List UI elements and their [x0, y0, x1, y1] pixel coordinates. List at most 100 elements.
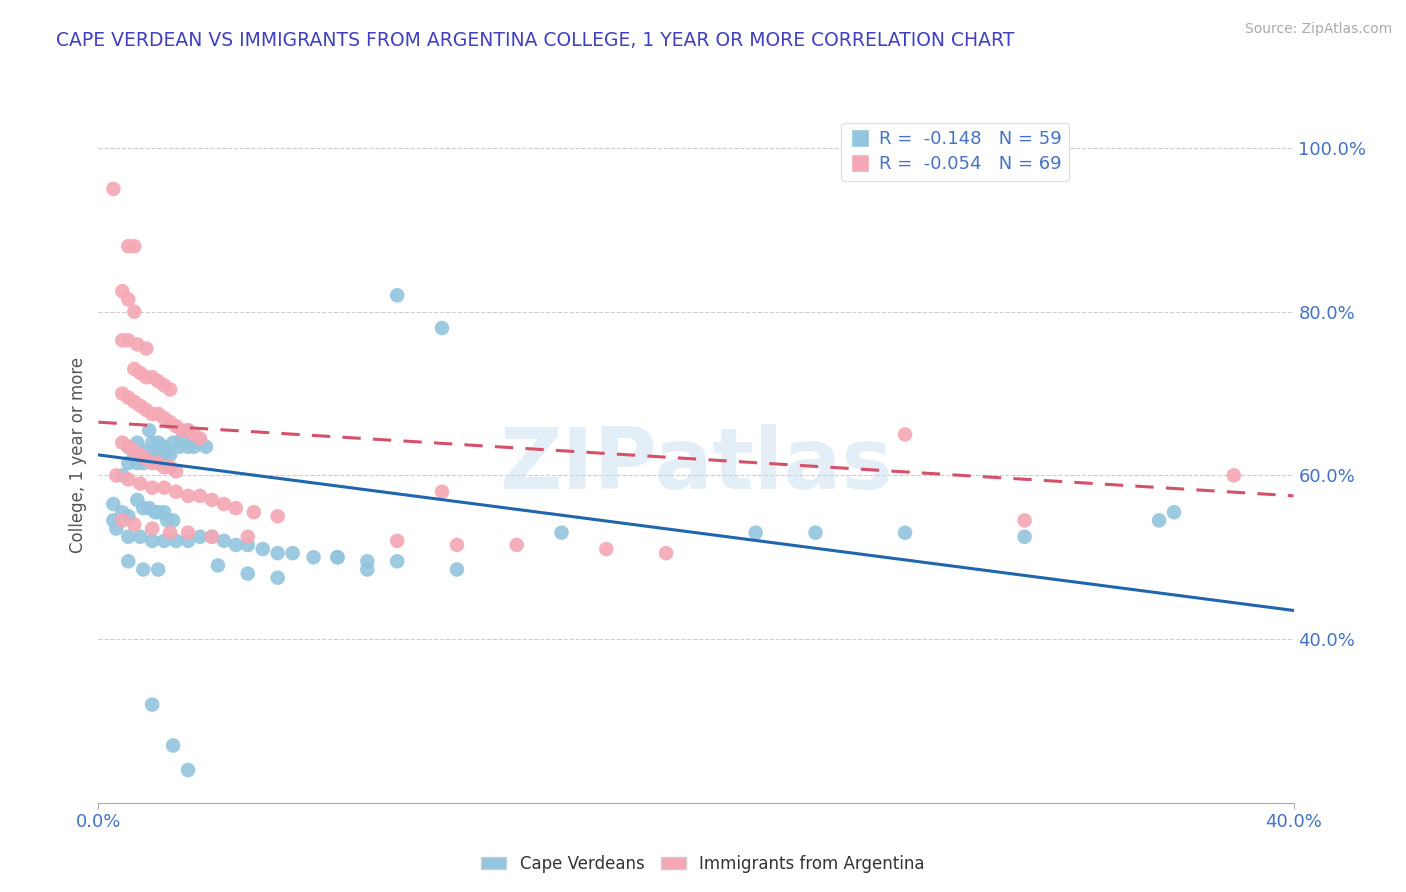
Point	[177, 489, 200, 503]
Point	[165, 484, 187, 499]
Point	[132, 501, 155, 516]
Point	[141, 533, 163, 548]
Point	[207, 558, 229, 573]
Point	[201, 530, 224, 544]
Point	[124, 448, 146, 462]
Point	[236, 566, 259, 581]
Point	[124, 362, 146, 376]
Text: CAPE VERDEAN VS IMMIGRANTS FROM ARGENTINA COLLEGE, 1 YEAR OR MORE CORRELATION CH: CAPE VERDEAN VS IMMIGRANTS FROM ARGENTIN…	[56, 31, 1015, 50]
Point	[124, 443, 146, 458]
Text: Source: ZipAtlas.com: Source: ZipAtlas.com	[1244, 22, 1392, 37]
Point	[267, 546, 290, 560]
Point	[177, 763, 200, 777]
Point	[225, 501, 247, 516]
Point	[129, 530, 152, 544]
Point	[430, 484, 453, 499]
Point	[162, 739, 184, 753]
Point	[177, 440, 200, 454]
Point	[243, 505, 266, 519]
Point	[183, 427, 205, 442]
Point	[236, 538, 259, 552]
Point	[148, 374, 170, 388]
Point	[124, 304, 146, 318]
Point	[111, 386, 134, 401]
Point	[326, 550, 349, 565]
Point	[745, 525, 768, 540]
Point	[165, 464, 187, 478]
Point	[177, 525, 200, 540]
Point	[188, 489, 211, 503]
Point	[124, 394, 146, 409]
Point	[132, 456, 155, 470]
Legend: Cape Verdeans, Immigrants from Argentina: Cape Verdeans, Immigrants from Argentina	[475, 848, 931, 880]
Point	[356, 562, 378, 576]
Point	[141, 435, 163, 450]
Point	[141, 456, 163, 470]
Point	[153, 460, 176, 475]
Point	[225, 538, 247, 552]
Point	[117, 440, 139, 454]
Point	[894, 427, 917, 442]
Point	[550, 525, 572, 540]
Point	[138, 423, 160, 437]
Point	[111, 284, 134, 298]
Y-axis label: College, 1 year or more: College, 1 year or more	[69, 357, 87, 553]
Point	[1014, 513, 1036, 527]
Point	[159, 415, 181, 429]
Point	[111, 505, 134, 519]
Point	[156, 443, 179, 458]
Point	[138, 501, 160, 516]
Point	[117, 456, 139, 470]
Point	[188, 432, 211, 446]
Point	[141, 407, 163, 421]
Point	[141, 522, 163, 536]
Point	[117, 440, 139, 454]
Point	[153, 481, 176, 495]
Point	[111, 513, 134, 527]
Point	[117, 473, 139, 487]
Point	[172, 423, 194, 437]
Point	[129, 399, 152, 413]
Point	[117, 391, 139, 405]
Point	[150, 448, 173, 462]
Point	[105, 468, 128, 483]
Point	[894, 525, 917, 540]
Point	[183, 440, 205, 454]
Point	[141, 452, 163, 467]
Point	[159, 460, 181, 475]
Point	[159, 383, 181, 397]
Point	[356, 554, 378, 568]
Point	[148, 456, 170, 470]
Point	[156, 513, 179, 527]
Point	[446, 538, 468, 552]
Point	[177, 423, 200, 437]
Point	[148, 562, 170, 576]
Point	[117, 239, 139, 253]
Point	[177, 423, 200, 437]
Point	[201, 530, 224, 544]
Point	[105, 522, 128, 536]
Point	[117, 293, 139, 307]
Point	[117, 530, 139, 544]
Point	[148, 448, 170, 462]
Point	[162, 513, 184, 527]
Point	[153, 440, 176, 454]
Point	[103, 497, 125, 511]
Point	[153, 533, 176, 548]
Point	[135, 370, 157, 384]
Point	[446, 562, 468, 576]
Point	[165, 419, 187, 434]
Point	[143, 505, 166, 519]
Point	[132, 562, 155, 576]
Point	[117, 509, 139, 524]
Point	[153, 411, 176, 425]
Point	[148, 435, 170, 450]
Point	[212, 497, 235, 511]
Point	[148, 407, 170, 421]
Point	[129, 476, 152, 491]
Point	[188, 530, 211, 544]
Point	[167, 440, 190, 454]
Point	[1014, 530, 1036, 544]
Point	[141, 481, 163, 495]
Point	[153, 505, 176, 519]
